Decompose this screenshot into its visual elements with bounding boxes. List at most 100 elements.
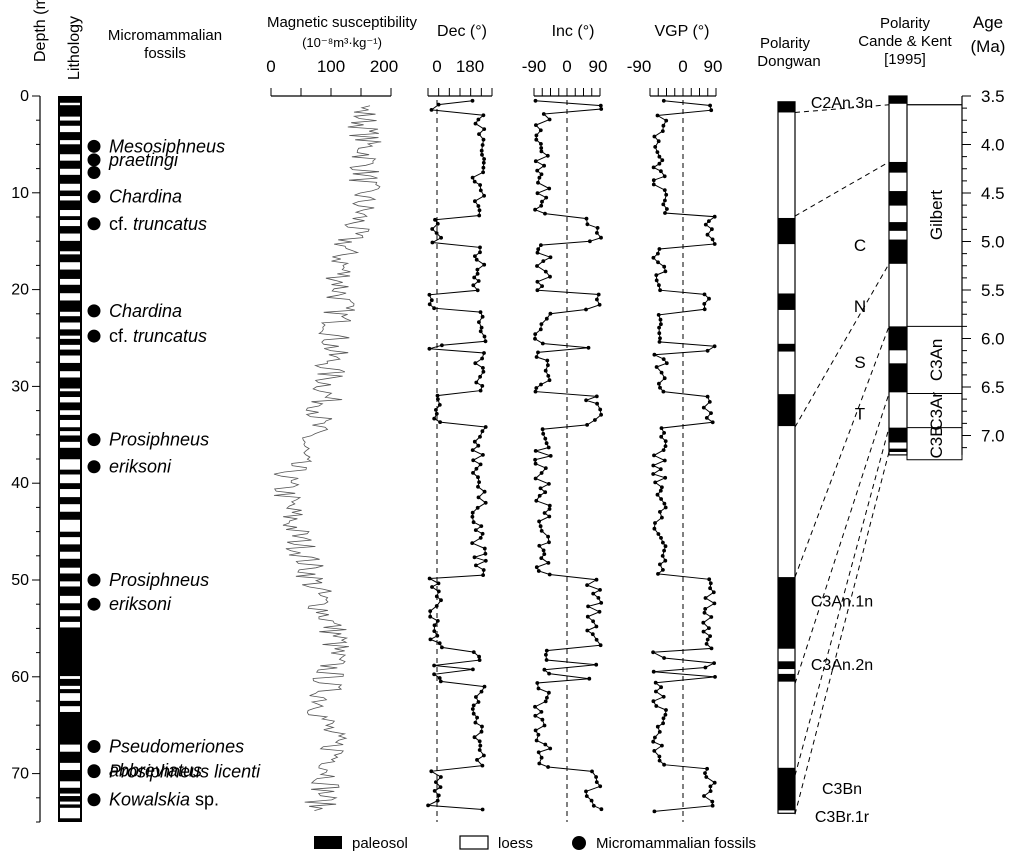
vgp-point [705,232,710,237]
dec-point [430,240,435,245]
polarity-dongwan-label: C3Bn [822,781,862,798]
dec-point [474,257,479,262]
age-axis-label-line1: Age [973,13,1003,32]
inc-point [542,163,546,168]
inc-point [535,191,540,196]
inc-point [597,609,602,614]
inc-point [584,398,588,403]
lithology-loess-layer [60,154,80,161]
inc-point [543,742,548,747]
inc-point [585,614,590,619]
vgp-point [662,264,667,269]
vgp-point [658,510,662,514]
dec-point [478,188,483,193]
polarity-dongwan-normal-band [778,767,795,811]
inc-point [543,436,548,441]
vgp-point [661,98,666,103]
inc-point [539,556,544,560]
inc-point [538,486,543,491]
inc-point [587,676,592,681]
polarity-dongwan-normal-band [778,217,795,245]
vgp-point [702,302,707,306]
dec-point [427,346,432,351]
fossil-marker [87,165,101,179]
dec-point [473,528,478,532]
inc-point [545,695,549,700]
inc-point [599,235,603,240]
dec-point [470,175,475,180]
lithology-loess-layer [60,801,80,805]
dec-point [437,403,442,407]
vgp-point [708,784,713,789]
dec-point [477,320,481,324]
vgp-point [652,526,657,531]
dec-point [477,658,482,662]
inc-point [533,728,538,733]
lithology-loess-layer [60,519,80,532]
vgp-point [707,577,712,582]
dec-point [482,157,486,161]
fossil-marker [87,304,101,318]
dec-point [483,558,488,563]
dec-point [481,165,486,170]
vgp-point [657,247,662,251]
depth-tick-label: 50 [11,572,29,589]
chron-label: Gilbert [927,190,946,240]
vgp-point [652,749,657,753]
polarity-dongwan-label: T [855,405,865,424]
inc-point [598,588,602,592]
vgp-point [657,331,662,336]
inc-point [535,250,540,255]
vgp-point [661,202,666,207]
inc-point [584,794,589,798]
age-tick-label: 4.5 [981,184,1005,203]
lithology-loess-layer [60,355,80,363]
lithology-loess-layer [60,388,80,392]
inc-point [542,552,547,556]
inc-point [540,427,545,432]
inc-point [547,482,551,486]
lithology-loess-layer [60,793,80,797]
lithology-header: Lithology [66,16,83,80]
lithology-loess-layer [60,474,80,484]
dec-point [434,604,439,608]
vgp-point [657,340,662,344]
vgp-point [703,596,708,600]
dec-point [474,380,479,385]
vgp-point [652,352,657,357]
inc-point [591,591,596,596]
lithology-loess-layer [60,581,80,587]
dec-point [471,711,476,716]
polarity-ck-frame [888,95,908,456]
dec-point [473,254,477,258]
dec-point [438,420,442,424]
vgp-point [656,532,661,536]
dec-point [440,343,444,348]
inc-point [544,648,549,653]
dec-point [477,208,482,213]
vgp-point [657,154,662,159]
dec-point [435,798,440,803]
depth-tick-label: 30 [11,378,29,395]
lithology-loess-layer [60,293,80,301]
correlation-line [794,263,890,428]
vgp-point [658,288,662,293]
dec-point [478,250,482,255]
dec-point [482,127,487,131]
fossil-label: Chardina [109,187,182,207]
fossil-label: eriksoni [109,457,172,477]
inc-point [599,601,604,605]
lithology-loess-layer [60,168,80,175]
fossil-marker [87,153,101,167]
dec-point [475,267,480,272]
vgp-point [651,255,656,260]
dec-point [473,199,477,204]
vgp-point [664,192,669,197]
inc-point [543,699,548,704]
inc-point [544,441,549,446]
vgp-point [701,405,706,410]
fossil-marker [87,765,101,779]
dec-point [476,204,481,208]
dec-point [476,117,481,122]
